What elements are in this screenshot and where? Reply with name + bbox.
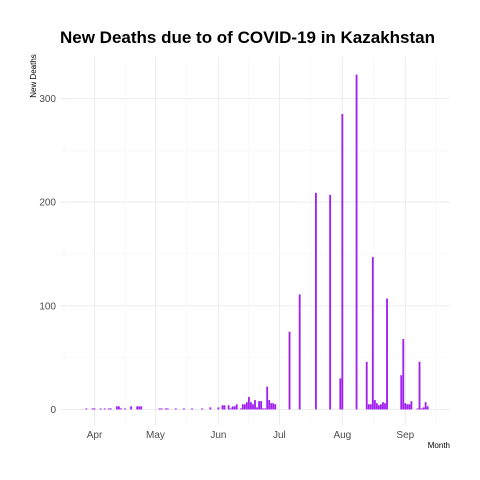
bar — [262, 408, 265, 410]
bar — [243, 404, 246, 410]
bar — [99, 408, 102, 410]
bar — [380, 404, 382, 410]
bar — [166, 408, 169, 410]
bar — [298, 294, 301, 410]
bar — [209, 407, 212, 410]
bar — [402, 338, 405, 410]
bar — [231, 406, 234, 410]
bar — [124, 408, 126, 410]
bar — [339, 378, 342, 410]
bar — [229, 408, 232, 410]
x-axis-label: Month — [428, 441, 450, 450]
bar — [174, 408, 177, 410]
x-tick-label: May — [146, 430, 165, 441]
bar — [422, 407, 425, 410]
bar — [158, 408, 161, 410]
bar — [270, 403, 273, 410]
bar — [93, 408, 96, 410]
bar — [404, 403, 407, 410]
bars — [85, 74, 429, 410]
x-tick-label: Jun — [210, 430, 226, 441]
bar — [377, 405, 380, 410]
bar — [288, 331, 291, 410]
bar — [160, 408, 163, 410]
bar — [164, 408, 167, 410]
y-tick-label: 100 — [39, 301, 56, 312]
bar — [254, 400, 256, 410]
bar — [107, 408, 110, 410]
bar — [223, 405, 226, 410]
bar — [136, 406, 139, 410]
grid — [60, 57, 450, 425]
bar — [252, 404, 254, 410]
bar — [400, 375, 403, 410]
bar — [272, 403, 275, 410]
bar — [375, 403, 378, 410]
bar — [256, 407, 258, 410]
bar — [260, 401, 263, 410]
bar — [424, 402, 427, 410]
bar — [250, 402, 252, 410]
bar — [115, 406, 118, 410]
x-axis: Apr May Jun Jul Aug Sep — [87, 430, 415, 441]
bar — [235, 404, 238, 410]
bar — [138, 406, 141, 410]
bar — [201, 408, 204, 410]
bar — [420, 408, 423, 410]
bar — [258, 401, 260, 410]
bar — [120, 408, 122, 410]
bar — [365, 361, 368, 410]
x-tick-label: Sep — [396, 430, 414, 441]
bar — [221, 405, 224, 410]
bar — [315, 192, 317, 410]
bar — [227, 405, 230, 410]
bar — [382, 402, 384, 410]
bar — [384, 403, 386, 410]
bar — [130, 406, 133, 410]
bar — [386, 298, 388, 410]
y-axis-label: New Deaths — [29, 54, 38, 98]
bar — [341, 114, 344, 410]
bar — [182, 408, 185, 410]
bar — [140, 406, 143, 410]
bar — [91, 408, 94, 410]
y-tick-label: 0 — [50, 405, 56, 416]
bar — [408, 404, 411, 410]
bar — [367, 404, 370, 410]
bar — [245, 402, 248, 410]
bar — [239, 408, 242, 410]
bar — [418, 361, 421, 410]
bar — [426, 406, 429, 410]
bar — [371, 257, 374, 410]
x-tick-label: Jul — [273, 430, 286, 441]
bar — [274, 404, 277, 410]
bar — [217, 407, 220, 410]
bar — [369, 404, 372, 410]
bar — [266, 386, 269, 410]
x-tick-label: Aug — [333, 430, 351, 441]
bar — [268, 400, 271, 410]
bar — [373, 400, 376, 410]
bar — [264, 408, 267, 410]
bar — [191, 408, 193, 410]
bar — [247, 397, 250, 410]
chart-title: New Deaths due to of COVID-19 in Kazakhs… — [60, 28, 435, 47]
bar — [117, 406, 120, 410]
y-axis: 0 100 200 300 — [39, 94, 56, 416]
bar — [355, 74, 358, 410]
bar — [406, 404, 409, 410]
bar — [233, 406, 236, 410]
y-tick-label: 200 — [39, 198, 56, 209]
bar — [410, 401, 413, 410]
bar — [329, 194, 332, 410]
bar — [109, 408, 112, 410]
bar — [85, 408, 88, 410]
x-tick-label: Apr — [87, 430, 103, 441]
bar — [241, 404, 244, 410]
y-tick-label: 300 — [39, 94, 56, 105]
bar — [416, 408, 419, 410]
bar — [103, 408, 106, 410]
